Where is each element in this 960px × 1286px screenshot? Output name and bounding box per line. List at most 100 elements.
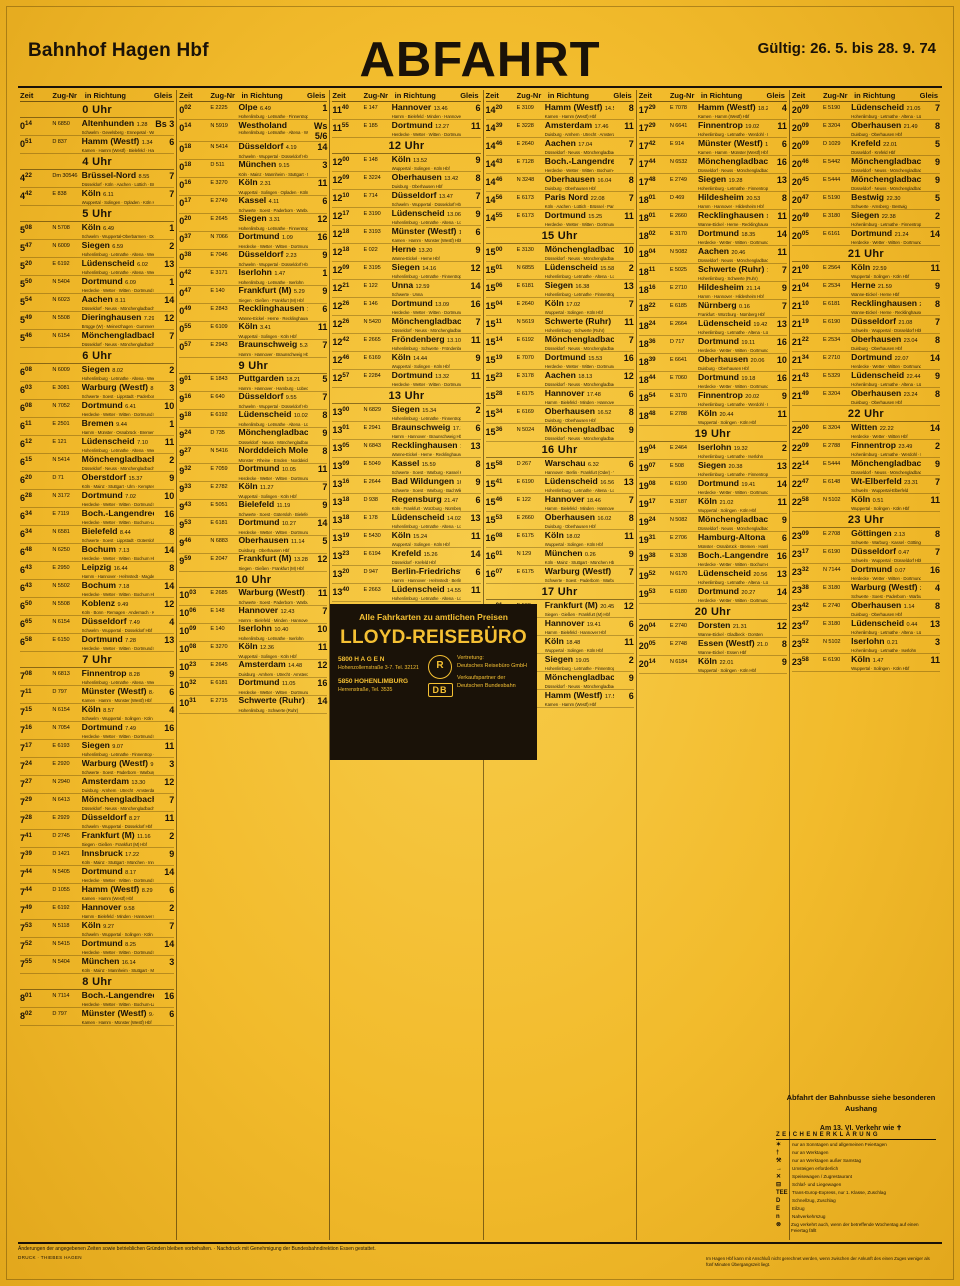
departure-row[interactable]: 2046 E 5442 Mönchengladbach 22.46 Düsseldor… bbox=[791, 156, 941, 174]
departure-row[interactable]: 959 E 2047 Frankfurt (M) 13.28 Siegen · Gie… bbox=[179, 554, 328, 572]
departure-row[interactable]: 1801 E 2660 Recklinghausen 19.12 Wanne-Eick… bbox=[638, 210, 787, 228]
departure-row[interactable]: 546 N 6154 Mönchengladbach 7.57 Düsseldorf … bbox=[20, 330, 175, 348]
departure-row[interactable]: 1729 N 6641 Finnentrop 19.02 Hohenlimburg ·… bbox=[638, 120, 787, 138]
departure-row[interactable]: 1501 N 6855 Lüdenscheid 15.58 Hohenlimburg … bbox=[485, 262, 634, 280]
departure-row[interactable]: 753 N 5118 Köln 9.27 Schwelm · Wuppertal · … bbox=[20, 920, 175, 938]
departure-row[interactable]: 1443 E 7128 Boch.-Langendreer 15.13 Herdeck… bbox=[485, 156, 634, 174]
departure-row[interactable]: 2342 E 2740 Oberhausen 1.14 Duisburg · Ober… bbox=[791, 600, 941, 618]
departure-row[interactable]: 1340 E 2663 Lüdenscheid 14.55 Hohenlimburg … bbox=[332, 584, 481, 602]
departure-row[interactable]: 2005 E 6161 Dortmund 21.24 Herdecke · Wette… bbox=[791, 228, 941, 246]
departure-row[interactable]: 2004 E 2740 Dorsten 21.31 Wanne-Eickel · Gl… bbox=[638, 620, 787, 638]
departure-row[interactable]: 1924 N 5082 Mönchengladbach 21.34 Düsseldor… bbox=[638, 514, 787, 532]
departure-row[interactable]: 1032 E 6181 Dortmund 11.05 Herdecke · Wette… bbox=[179, 678, 328, 696]
departure-row[interactable]: 1439 E 3228 Amsterdam 17.46 Duisburg · Arnh… bbox=[485, 120, 634, 138]
departure-row[interactable]: 739 D 1421 Innsbruck 17.22 Köln · Mainz · S… bbox=[20, 848, 175, 866]
departure-row[interactable]: 2014 N 6184 Köln 22.01 Wuppertal · Solingen… bbox=[638, 656, 787, 674]
departure-row[interactable]: 1953 E 6180 Dortmund 20.27 Herdecke · Wette… bbox=[638, 586, 787, 604]
departure-row[interactable]: 665 N 6154 Düsseldorf 7.49 Schwelm · Wupper… bbox=[20, 616, 175, 634]
departure-row[interactable]: 422 Dm 30546 Brüssel-Nord 8.55 Düsseldorf ·… bbox=[20, 170, 175, 188]
departure-row[interactable]: 1226 E 146 Dortmund 13.09 Herdecke · Wetter… bbox=[332, 298, 481, 316]
departure-row[interactable]: 1534 E 6169 Oberhausen 16.52 Duisburg · Obe… bbox=[485, 406, 634, 424]
departure-row[interactable]: 1456 E 6173 Paris Nord 22.08 Köln · Aachen … bbox=[485, 192, 634, 210]
departure-row[interactable]: 1420 E 3109 Hamm (Westf) 14.53 Kamen · Hamm… bbox=[485, 102, 634, 120]
departure-row[interactable]: 1839 E 6641 Oberhausen 20.06 Duisburg · Obe… bbox=[638, 354, 787, 372]
departure-row[interactable]: 1006 E 148 Hannover 12.43 Hamm · Bielefeld … bbox=[179, 606, 328, 624]
departure-row[interactable]: 2100 E 2564 Köln 22.59 Wuppertal · Solingen… bbox=[791, 262, 941, 280]
departure-row[interactable]: 2258 N 5102 Köln 0.51 Wuppertal · Solingen … bbox=[791, 494, 941, 512]
departure-row[interactable]: 927 N 5416 Nordddeich Mole 14.21 Münster · … bbox=[179, 446, 328, 464]
departure-row[interactable]: 1523 E 3178 Aachen 18.13 Düsseldorf · Neuss… bbox=[485, 370, 634, 388]
departure-row[interactable]: 1907 E 508 Siegen 20.38 Hohenlimburg · Letm… bbox=[638, 460, 787, 478]
departure-row[interactable]: 2332 N 7144 Dortmund 0.07 Herdecke · Wetter… bbox=[791, 564, 941, 582]
departure-row[interactable]: 018 N 5414 Düsseldorf 4.19 Schwelm · Wupper… bbox=[179, 142, 328, 160]
departure-row[interactable]: 611 E 2501 Bremen 9.44 Hamm · Münster · Osn… bbox=[20, 418, 175, 436]
departure-row[interactable]: 946 N 6883 Oberhausen 11.14 Duisburg · Ober… bbox=[179, 536, 328, 554]
departure-row[interactable]: 643 E 2950 Leipzig 16.44 Hamm · Hannover · … bbox=[20, 562, 175, 580]
departure-row[interactable]: 014 N 5919 Westholand Hohenlimburg · Letmat… bbox=[179, 120, 328, 142]
departure-row[interactable]: 2338 E 3180 Warburg (Westf) 2.06 Schwerte ·… bbox=[791, 582, 941, 600]
departure-row[interactable]: 051 D 837 Hamm (Westf) 1.34 Kamen · Hamm (W… bbox=[20, 136, 175, 154]
departure-row[interactable]: 749 E 6192 Hannover 9.58 Hamm · Bielefeld ·… bbox=[20, 902, 175, 920]
departure-row[interactable]: 1226 N 5420 Mönchengladbach 14.37 Düsseldor… bbox=[332, 316, 481, 334]
departure-row[interactable]: 716 N 7054 Dortmund 7.49 Herdecke · Wetter … bbox=[20, 722, 175, 740]
departure-row[interactable]: 634 N 6581 Bielefeld 8.44 Schwerte · Soest … bbox=[20, 526, 175, 544]
departure-row[interactable]: 2352 N 5102 Iserlohn 0.21 Hohenlimburg · Le… bbox=[791, 636, 941, 654]
departure-row[interactable]: 744 N 5405 Dortmund 8.17 Herdecke · Wetter … bbox=[20, 866, 175, 884]
departure-row[interactable]: 650 N 5508 Koblenz 9.49 Köln · Bonn · Remag… bbox=[20, 598, 175, 616]
departure-row[interactable]: 2049 E 3180 Siegen 22.38 Hohenlimburg · Let… bbox=[791, 210, 941, 228]
departure-row[interactable]: 603 E 3081 Warburg (Westf) 8.27 Schwerte · … bbox=[20, 382, 175, 400]
departure-row[interactable]: 1844 E 7060 Dortmund 19.18 Herdecke · Wette… bbox=[638, 372, 787, 390]
departure-row[interactable]: 038 E 7046 Düsseldorf 2.23 Schwelm · Wupper… bbox=[179, 250, 328, 268]
departure-row[interactable]: 1536 N 5024 Mönchengladbach 17.35 Düsseldor… bbox=[485, 424, 634, 442]
departure-row[interactable]: 1003 E 2685 Warburg (Westf) 12.11 Schwerte … bbox=[179, 588, 328, 606]
departure-row[interactable]: 1558 D 267 Warschau 6.32 Hannover · Berlin … bbox=[485, 458, 634, 476]
departure-row[interactable]: 1323 E 6194 Krefeld 15.26 Düsseldorf · Kref… bbox=[332, 548, 481, 566]
departure-row[interactable]: 1504 E 2640 Köln 17.02 Wuppertal · Solingen… bbox=[485, 298, 634, 316]
departure-row[interactable]: 2110 E 6181 Recklinghausen 22.29 Wanne-Eick… bbox=[791, 298, 941, 316]
departure-row[interactable]: 017 E 2749 Kassel 4.11 Schwerte · Soest · P… bbox=[179, 196, 328, 214]
departure-row[interactable]: 1938 E 3138 Boch.-Langendreer 20.06 Herdeck… bbox=[638, 550, 787, 568]
departure-row[interactable]: 1218 E 3193 Münster (Westf) 13.47 Kamen · H… bbox=[332, 226, 481, 244]
departure-row[interactable]: 2317 E 6190 Düsseldorf 0.47 Schwelm · Wuppe… bbox=[791, 546, 941, 564]
departure-row[interactable]: 1802 E 3170 Dortmund 18.35 Herdecke · Wette… bbox=[638, 228, 787, 246]
departure-row[interactable]: 1200 E 148 Köln 13.52 Wuppertal · Solingen … bbox=[332, 154, 481, 172]
departure-row[interactable]: 1257 E 2284 Dortmund 13.32 Herdecke · Wette… bbox=[332, 370, 481, 388]
departure-row[interactable]: 547 N 6009 Siegen 6.59 Hohenlimburg · Letma… bbox=[20, 240, 175, 258]
departure-row[interactable]: 508 N 5708 Köln 6.49 Schwelm · Wuppertal-Ob… bbox=[20, 222, 175, 240]
departure-row[interactable]: 1904 E 2464 Iserlohn 19.32 Hohenlimburg · L… bbox=[638, 442, 787, 460]
departure-row[interactable]: 901 E 1843 Puttgarden 18.21 Hamm · Hannover… bbox=[179, 374, 328, 392]
departure-row[interactable]: 1546 E 122 Hannover 18.46 Hamm · Bielefeld … bbox=[485, 494, 634, 512]
departure-row[interactable]: 728 E 2929 Düsseldorf 8.27 Schwelm · Wupper… bbox=[20, 812, 175, 830]
departure-row[interactable]: 932 E 7059 Dortmund 10.05 Herdecke · Wetter… bbox=[179, 464, 328, 482]
departure-row[interactable]: 933 E 2782 Köln 11.27 Wuppertal · Solingen … bbox=[179, 482, 328, 500]
departure-row[interactable]: 608 N 7052 Dortmund 6.41 Herdecke · Wetter … bbox=[20, 400, 175, 418]
departure-row[interactable]: 628 N 3172 Dortmund 7.02 Herdecke · Wetter … bbox=[20, 490, 175, 508]
departure-row[interactable]: 1446 N 3248 Oberhausen 16.04 Duisburg · Obe… bbox=[485, 174, 634, 192]
departure-row[interactable]: 1952 N 6170 Lüdenscheid 20.56 Hohenlimburg … bbox=[638, 568, 787, 586]
departure-row[interactable]: 2009 E 5190 Lüdenscheid 21.05 Hohenlimburg … bbox=[791, 102, 941, 120]
departure-row[interactable]: 1917 E 3187 Köln 21.02 Wuppertal · Solingen… bbox=[638, 496, 787, 514]
departure-row[interactable]: 1607 E 6175 Warburg (Westf) 18.19 Schwerte … bbox=[485, 566, 634, 584]
departure-row[interactable]: 801 N 7114 Boch.-Langendreer 8.26 Herdecke … bbox=[20, 990, 175, 1008]
departure-row[interactable]: 1511 N 5619 Schwerte (Ruhr) 15.23 Hohenlimb… bbox=[485, 316, 634, 334]
departure-row[interactable]: 615 N 5414 Mönchengladbach 8.13 Düsseldorf … bbox=[20, 454, 175, 472]
departure-row[interactable]: 1320 D 947 Berlin-Friedrichstr. 20.12 Hamm … bbox=[332, 566, 481, 584]
departure-row[interactable]: 442 E 838 Köln 6.11 Wuppertal · Solingen · … bbox=[20, 188, 175, 206]
departure-row[interactable]: 1009 E 140 Iserlohn 10.40 Hohenlimburg · Le… bbox=[179, 624, 328, 642]
departure-row[interactable]: 1519 E 7070 Dortmund 15.53 Herdecke · Wette… bbox=[485, 352, 634, 370]
departure-row[interactable]: 057 E 2943 Braunschweig 5.28 Hamm · Hannove… bbox=[179, 340, 328, 358]
departure-row[interactable]: 2347 E 3180 Lüdenscheid 0.44 Hohenlimburg ·… bbox=[791, 618, 941, 636]
departure-row[interactable]: 1748 E 2749 Siegen 19.28 Hohenlimburg · Let… bbox=[638, 174, 787, 192]
departure-row[interactable]: 715 N 6154 Köln 8.57 Schwelm · Wuppertal · … bbox=[20, 704, 175, 722]
departure-row[interactable]: 049 E 2843 Recklinghausen 1.24 Wanne-Eickel… bbox=[179, 304, 328, 322]
departure-row[interactable]: 042 E 3171 Iserlohn 1.47 Hohenlimburg · Let… bbox=[179, 268, 328, 286]
departure-row[interactable]: 1816 E 2710 Hildesheim 21.14 Hamm · Hannove… bbox=[638, 282, 787, 300]
departure-row[interactable]: 2009 D 1029 Krefeld 22.01 Düsseldorf · Kref… bbox=[791, 138, 941, 156]
departure-row[interactable]: 1210 E 714 Düsseldorf 13.47 Schwelm · Wuppe… bbox=[332, 190, 481, 208]
departure-row[interactable]: 802 D 797 Münster (Westf) 9.42 Kamen · Hamm… bbox=[20, 1008, 175, 1026]
departure-row[interactable]: 014 N 6850 Altenhunden 1.28 Schwelm · Gevel… bbox=[20, 118, 175, 136]
departure-row[interactable]: 1217 E 3190 Lüdenscheid 13.06 Hohenlimburg … bbox=[332, 208, 481, 226]
departure-row[interactable]: 1455 E 6173 Dortmund 15.25 Herdecke · Wette… bbox=[485, 210, 634, 228]
departure-row[interactable]: 729 N 6413 Mönchengladbach 9.37 Düsseldorf … bbox=[20, 794, 175, 812]
departure-row[interactable]: 2143 E 5329 Lüdenscheid 22.44 Hohenlimburg … bbox=[791, 370, 941, 388]
